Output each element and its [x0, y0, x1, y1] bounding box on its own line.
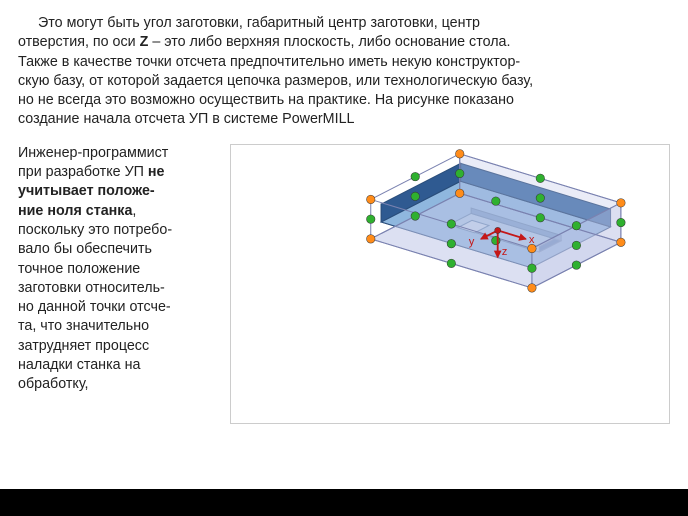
- marker-mid: [411, 172, 420, 181]
- marker-center: [492, 236, 501, 245]
- marker-corner: [366, 195, 375, 204]
- marker-corner: [617, 238, 626, 247]
- marker-mid: [536, 213, 545, 222]
- axis-y-label: y: [469, 236, 475, 248]
- marker-mid: [572, 261, 581, 270]
- axis-origin: [495, 227, 501, 233]
- marker-center: [411, 192, 420, 201]
- text: ,: [132, 203, 136, 219]
- text: наладки станка на: [18, 357, 140, 373]
- marker-corner: [366, 234, 375, 243]
- text: но данной точки отсче-: [18, 299, 171, 315]
- marker-mid: [536, 174, 545, 183]
- marker-corner: [617, 198, 626, 207]
- marker-mid: [455, 169, 464, 178]
- marker-corner: [528, 283, 537, 292]
- text: Это могут быть угол заготовки, габаритны…: [38, 15, 480, 31]
- text: обработку,: [18, 376, 89, 392]
- marker-mid: [572, 221, 581, 230]
- marker-mid: [447, 259, 456, 268]
- text: отверстия, по оси: [18, 34, 140, 50]
- text: но не всегда это возможно осуществить на…: [18, 92, 514, 108]
- text: Инженер-программист: [18, 145, 168, 161]
- marker-mid: [528, 264, 537, 273]
- marker-center: [572, 241, 581, 250]
- slide: Это могут быть угол заготовки, габаритны…: [0, 0, 688, 489]
- axis-x-label: x: [529, 234, 535, 246]
- marker-corner: [455, 189, 464, 198]
- marker-mid: [366, 215, 375, 224]
- marker-mid: [617, 218, 626, 227]
- bold-text: ние ноля станка: [18, 203, 132, 219]
- lower-row: Инженер-программист при разработке УП не…: [18, 144, 670, 424]
- text: Также в качестве точки отсчета предпочти…: [18, 54, 520, 70]
- text: создание начала отсчета УП в системе Pow…: [18, 111, 354, 127]
- marker-center: [447, 239, 456, 248]
- text: заготовки относитель-: [18, 280, 165, 296]
- side-paragraph: Инженер-программист при разработке УП не…: [18, 144, 218, 424]
- text: затрудняет процесс: [18, 338, 149, 354]
- text: вало бы обеспечить: [18, 241, 152, 257]
- marker-corner: [455, 149, 464, 158]
- text: поскольку это потребо-: [18, 222, 172, 238]
- marker-mid: [411, 212, 420, 221]
- powermill-figure: x y z: [230, 144, 670, 424]
- text: точное положение: [18, 261, 140, 277]
- marker-center: [536, 194, 545, 203]
- scene-svg: x y z: [231, 145, 669, 430]
- text: – это либо верхняя плоскость, либо основ…: [148, 34, 510, 50]
- text: скую базу, от которой задается цепочка р…: [18, 73, 533, 89]
- text: та, что значительно: [18, 318, 149, 334]
- axis-z-label: z: [502, 246, 508, 258]
- marker-mid: [447, 219, 456, 228]
- top-paragraph: Это могут быть угол заготовки, габаритны…: [18, 14, 670, 130]
- marker-center: [492, 197, 501, 206]
- bold-text: не: [148, 164, 165, 180]
- text: при разработке УП: [18, 164, 148, 180]
- bold-text: учитывает положе-: [18, 183, 155, 199]
